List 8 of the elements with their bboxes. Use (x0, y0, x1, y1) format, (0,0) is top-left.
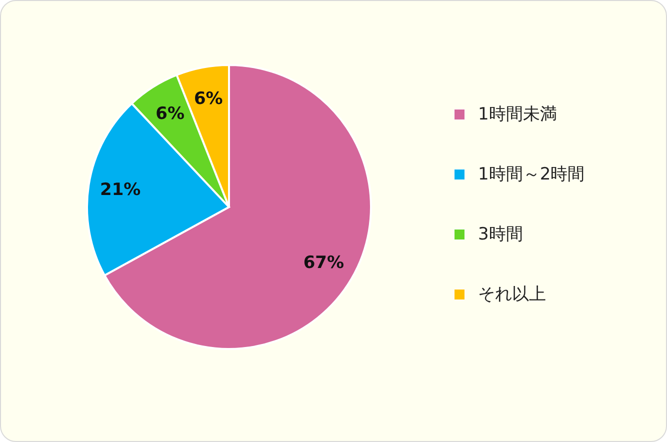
data-label: 67% (303, 252, 344, 273)
legend-label: 1時間未満 (478, 104, 557, 124)
legend-label: それ以上 (478, 284, 546, 304)
legend-label: 3時間 (478, 224, 523, 244)
data-label: 21% (100, 180, 141, 200)
data-label: 6% (194, 88, 223, 109)
legend-label: 1時間～2時間 (478, 164, 585, 184)
data-label: 6% (156, 104, 184, 124)
